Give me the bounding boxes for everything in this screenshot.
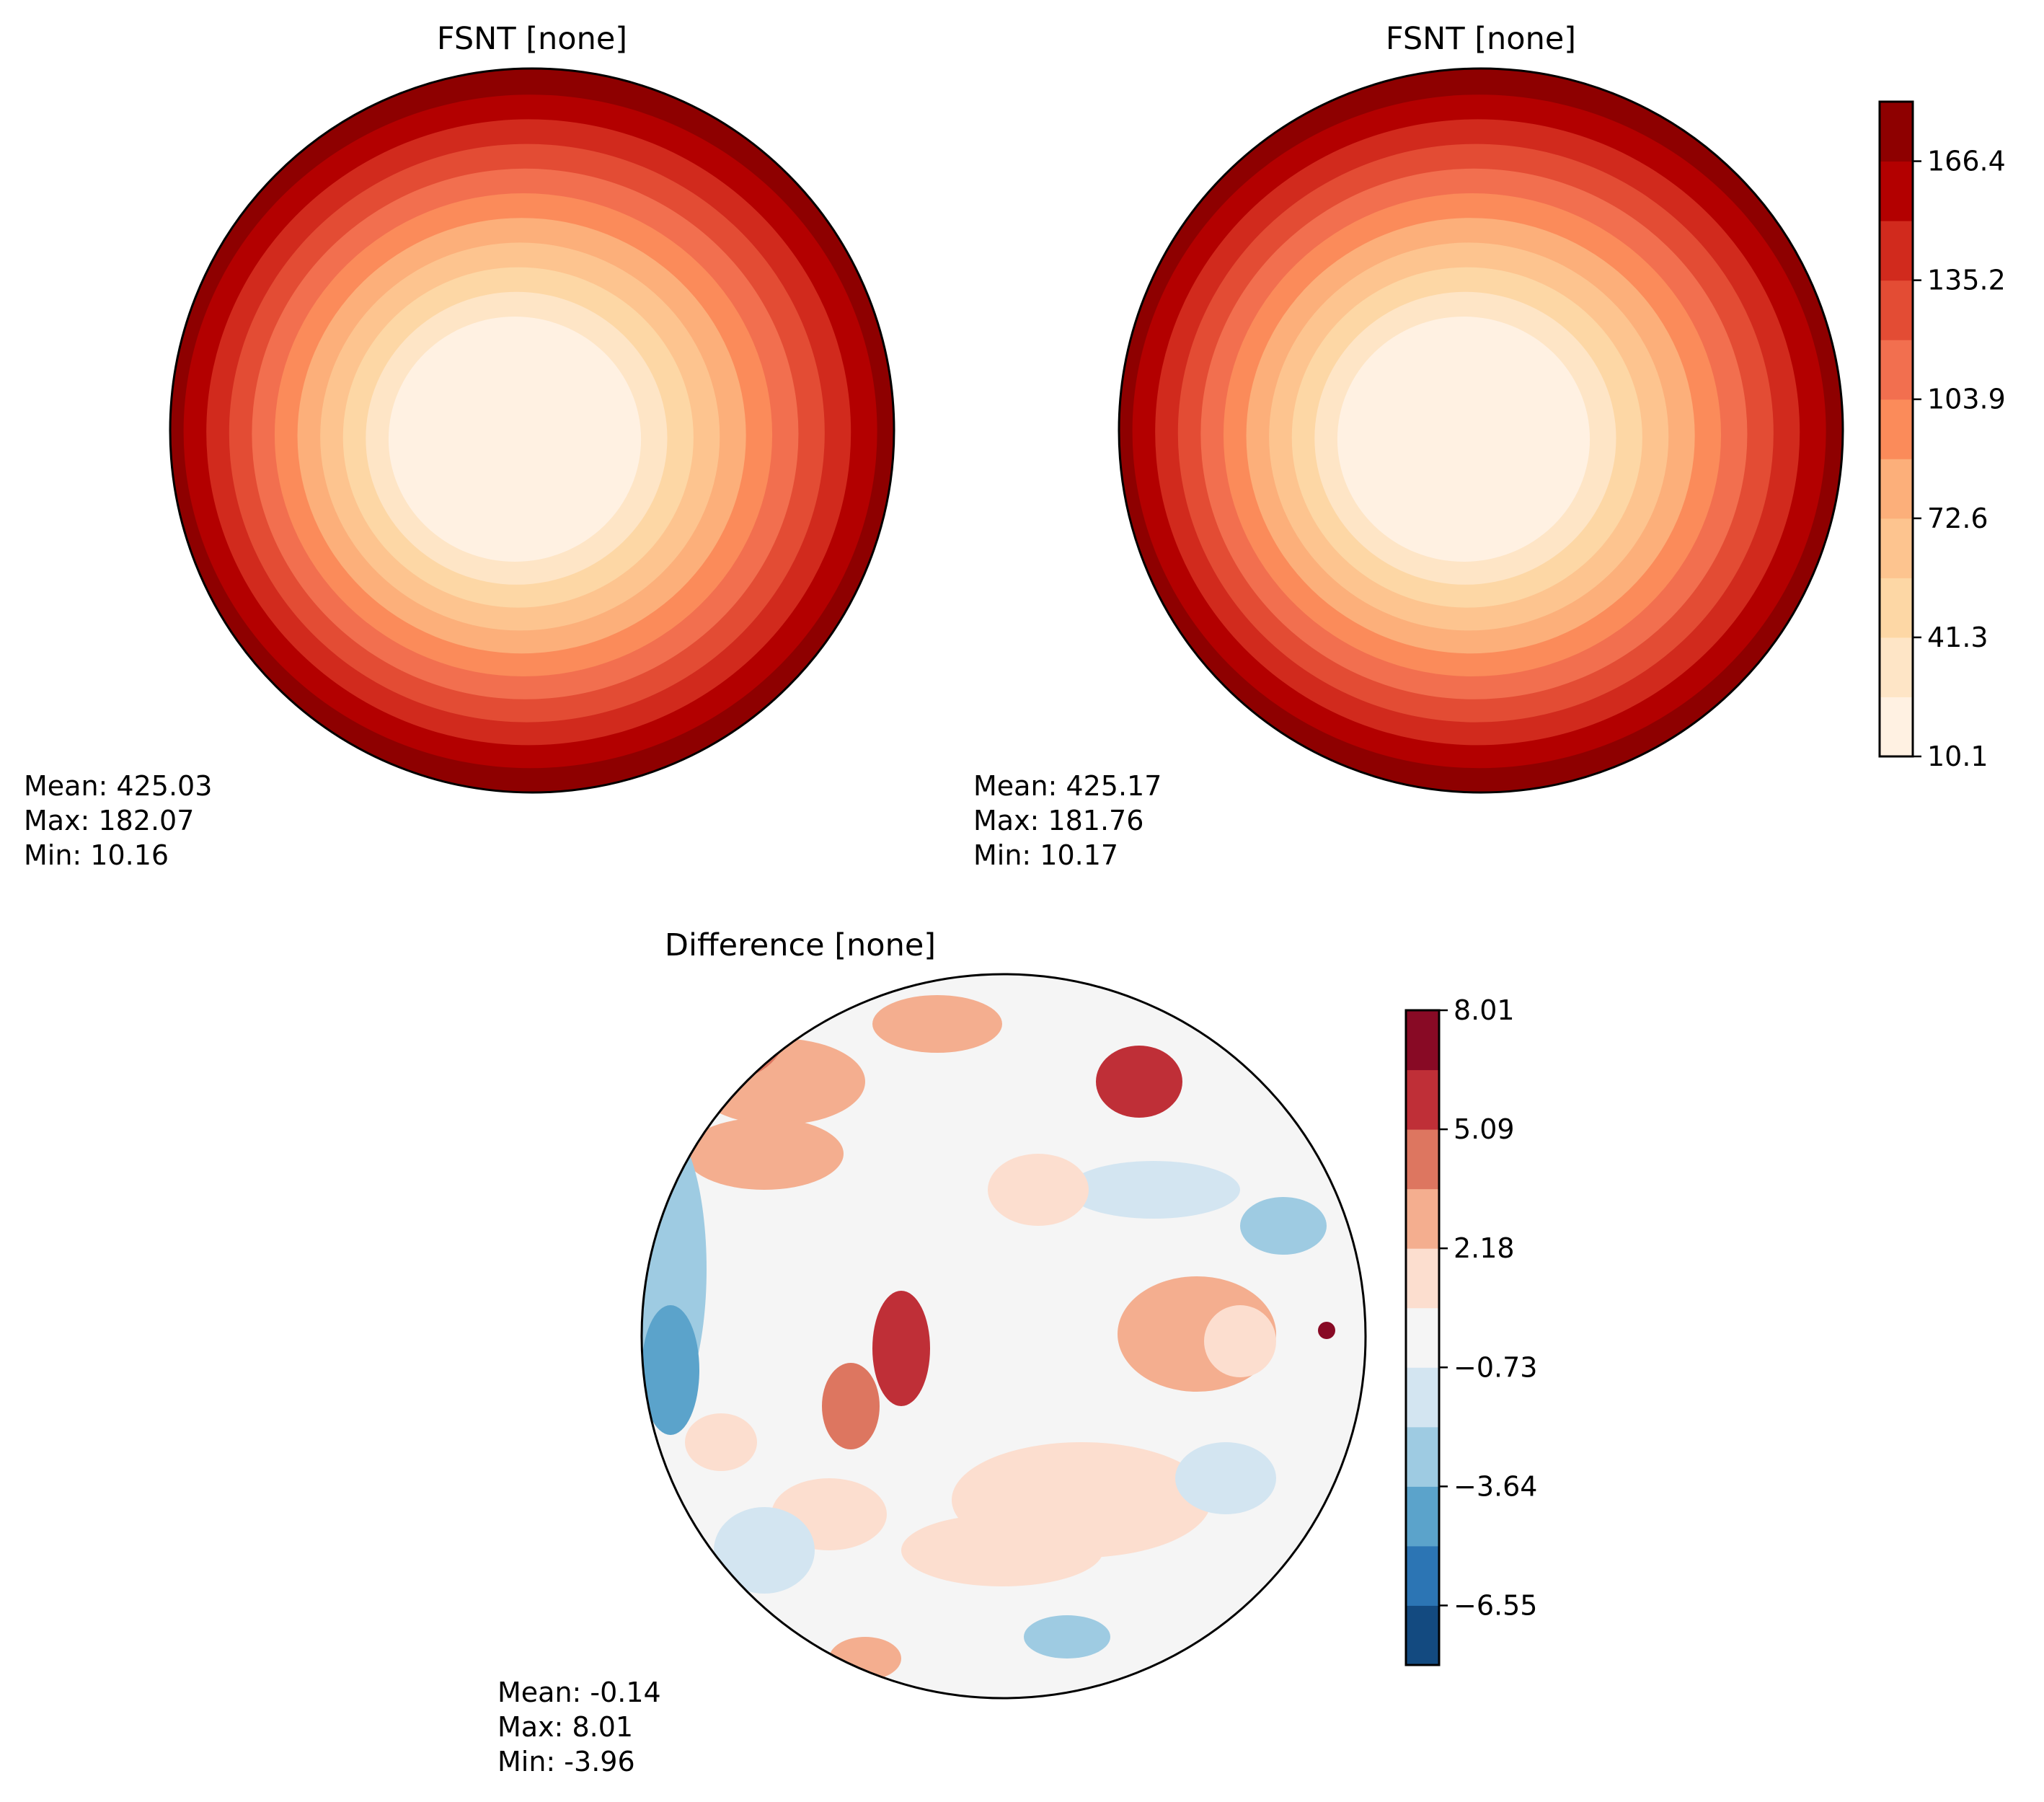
contour-band [656, 981, 786, 1082]
colorbar-band [1880, 637, 1913, 697]
panel3-title: Difference [none] [665, 927, 936, 963]
colorbar-band [1406, 1307, 1439, 1368]
colorbar-band [1406, 1248, 1439, 1309]
contour-band [822, 1363, 880, 1449]
colorbar-band [1880, 578, 1913, 638]
colorbar-tick-label: 166.4 [1927, 146, 2006, 177]
panel1-mean: Mean: 425.03 [24, 770, 212, 802]
contour-band [1240, 1197, 1327, 1255]
panel2-mean: Mean: 425.17 [973, 770, 1162, 802]
colorbar-band [1406, 1188, 1439, 1249]
contour-band [1337, 317, 1590, 562]
colorbar-tick-label: 135.2 [1927, 265, 2006, 296]
colorbar-tick-label: 2.18 [1454, 1232, 1515, 1264]
panel2-max: Max: 181.76 [973, 805, 1143, 836]
colorbar-band [1406, 1367, 1439, 1428]
contour-band [1175, 1442, 1276, 1514]
panel1-map-border [169, 67, 895, 794]
panel1-min: Min: 10.16 [24, 839, 169, 871]
colorbar-band [1406, 1605, 1439, 1666]
contour-band [642, 1305, 699, 1435]
colorbar-band [1880, 518, 1913, 578]
contour-band [872, 1291, 930, 1406]
colorbar-band [1880, 102, 1913, 162]
contour-band [714, 1507, 815, 1594]
panel2-min: Min: 10.17 [973, 839, 1118, 871]
contour-band [685, 1413, 757, 1471]
panel3-min: Min: -3.96 [497, 1746, 635, 1777]
colorbar-tick-label: 5.09 [1454, 1113, 1515, 1145]
colorbar-tick-label: 8.01 [1454, 994, 1515, 1026]
panel2-map-border [1118, 67, 1844, 794]
contour-band [1067, 1161, 1240, 1219]
colorbar-band [1406, 1069, 1439, 1130]
colorbar-tick-label: 41.3 [1927, 622, 1988, 653]
contour-band [901, 1514, 1103, 1586]
contour-band [1024, 1615, 1110, 1659]
contour-band [1204, 1305, 1276, 1377]
contour-band [1096, 1046, 1182, 1118]
colorbar-band [1880, 459, 1913, 519]
panel3-map-border [640, 973, 1367, 1700]
colorbar-band [1880, 161, 1913, 221]
panel3-mean: Mean: -0.14 [497, 1677, 661, 1708]
colorbar-band [1406, 1010, 1439, 1071]
contour-band [685, 1118, 844, 1190]
colorbar-tick-label: 103.9 [1927, 384, 2006, 415]
colorbar-tick-label: −0.73 [1454, 1351, 1537, 1383]
colorbar-band [1880, 280, 1913, 340]
panel1-title: FSNT [none] [437, 21, 627, 57]
colorbar-difference: −6.55 −3.64 −0.73 2.18 5.09 8.01 [1404, 994, 1537, 1666]
contour-band [988, 1154, 1089, 1226]
panel2-map [1119, 69, 1843, 792]
colorbar-tick-label: 72.6 [1927, 503, 1988, 534]
colorbar-band [1880, 399, 1913, 459]
colorbar-band [1406, 1486, 1439, 1547]
colorbar-band [1406, 1545, 1439, 1606]
colorbar-frame [1878, 100, 1914, 758]
max-spot [1318, 1322, 1335, 1339]
panel3-max: Max: 8.01 [497, 1711, 633, 1743]
colorbar-fsnt: 10.1 41.3 72.6 103.9 135.2 166.4 [1878, 100, 2006, 772]
colorbar-band [1406, 1426, 1439, 1487]
contour-band [872, 995, 1002, 1053]
panel3-map [642, 974, 1366, 1698]
colorbar-band [1880, 697, 1913, 757]
colorbar-band [1880, 221, 1913, 281]
panel2-title: FSNT [none] [1386, 21, 1576, 57]
colorbar-tick-label: −6.55 [1454, 1589, 1537, 1621]
colorbar-tick-label: 10.1 [1927, 741, 1988, 772]
colorbar-band [1880, 340, 1913, 400]
colorbar-tick-label: −3.64 [1454, 1470, 1537, 1502]
colorbar-frame [1404, 1009, 1441, 1666]
panel1-max: Max: 182.07 [24, 805, 194, 836]
colorbar-band [1406, 1129, 1439, 1190]
contour-band [388, 317, 642, 562]
panel1-map [170, 69, 894, 792]
